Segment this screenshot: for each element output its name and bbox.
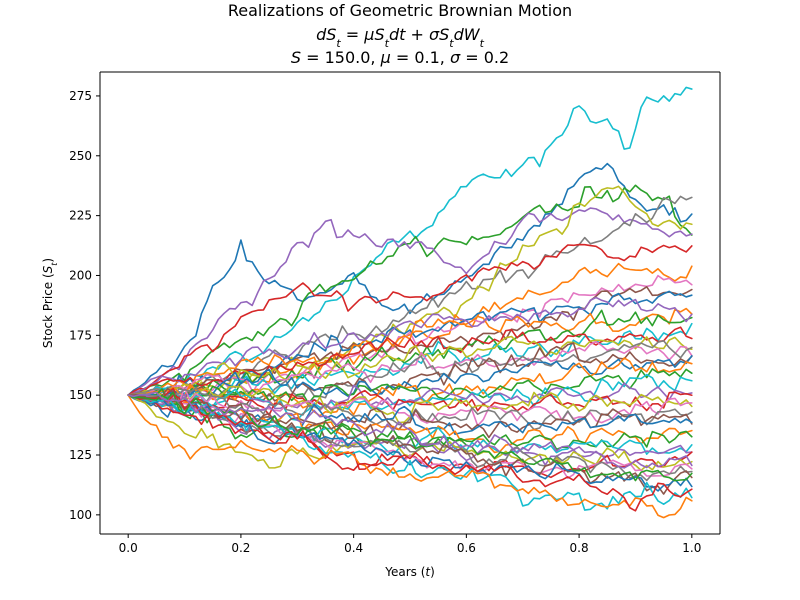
series-line-17	[127, 335, 693, 397]
y-tick-label: 125	[69, 448, 92, 462]
x-axis-ticks: 0.0 0.2 0.4 0.6 0.8 1.0	[119, 534, 701, 555]
chart-title: Realizations of Geometric Brownian Motio…	[228, 1, 572, 67]
x-tick-label: 0.0	[119, 541, 138, 555]
series-line-7	[127, 243, 693, 396]
y-tick-label: 200	[69, 268, 92, 282]
y-axis-label-text: Stock Price (St)	[41, 258, 59, 348]
series-line-45	[127, 391, 693, 482]
x-tick-label: 0.4	[344, 541, 363, 555]
x-axis-label-text: Years (t)	[384, 565, 435, 579]
series-line-29	[127, 387, 693, 431]
series-line-3	[127, 184, 693, 396]
series-line-2	[127, 162, 693, 396]
y-tick-label: 175	[69, 328, 92, 342]
axes-frame	[99, 71, 721, 535]
x-tick-label: 1.0	[682, 541, 701, 555]
series-line-13	[127, 309, 693, 399]
y-axis-label: Stock Price (St)	[41, 258, 59, 348]
series-line-43	[127, 394, 693, 519]
y-tick-label: 275	[69, 89, 92, 103]
series-line-4	[127, 207, 693, 396]
series-line-44	[127, 394, 693, 512]
y-tick-label: 100	[69, 508, 92, 522]
series-line-23	[127, 368, 693, 406]
y-tick-label: 250	[69, 149, 92, 163]
y-axis-ticks: 100 125 150 175 200 225 250 275	[69, 89, 100, 522]
chart-title-parameters: S = 150.0, μ = 0.1, σ = 0.2	[291, 48, 509, 67]
y-tick-label: 225	[69, 209, 92, 223]
series-lines	[127, 86, 693, 519]
chart-title-equation: dSt = μStdt + σStdWt	[316, 25, 485, 50]
series-line-26	[127, 387, 693, 416]
series-line-25	[127, 382, 693, 419]
x-axis-label: Years (t)	[384, 565, 435, 579]
x-tick-label: 0.2	[231, 541, 250, 555]
chart-title-line-1: Realizations of Geometric Brownian Motio…	[228, 1, 572, 20]
series-line-20	[127, 342, 693, 408]
x-tick-label: 0.6	[457, 541, 476, 555]
series-line-6	[127, 185, 693, 396]
y-tick-label: 150	[69, 388, 92, 402]
series-line-21	[127, 355, 693, 400]
series-line-46	[127, 391, 693, 469]
x-tick-label: 0.8	[570, 541, 589, 555]
